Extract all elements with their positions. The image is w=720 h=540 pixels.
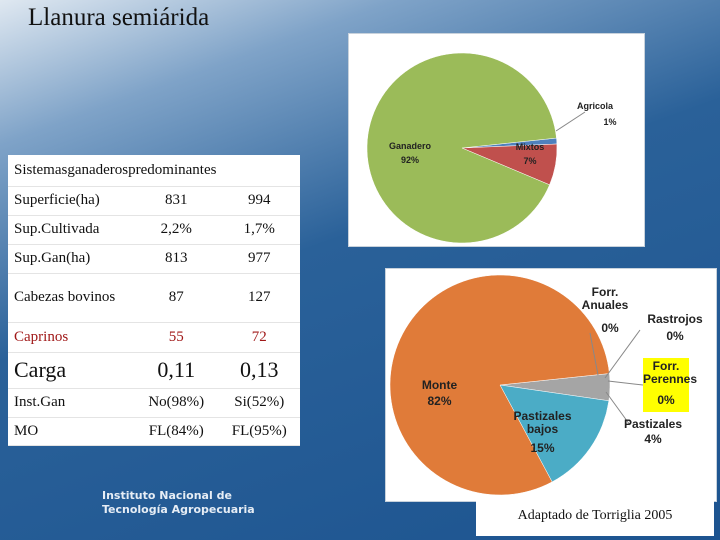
table-cell: Superficie(ha)	[8, 186, 135, 216]
table-cell: 55	[134, 322, 219, 353]
table-row: Superficie(ha) 831 994	[8, 186, 300, 216]
slice-value-label: 1%	[603, 117, 617, 127]
table-row: Carga 0,11 0,13	[8, 352, 300, 389]
table-cell: 72	[218, 322, 300, 353]
slice-value-label: 0%	[601, 321, 619, 335]
slice-label: Monte	[421, 378, 458, 392]
table-row: MO FL(84%) FL(95%)	[8, 417, 300, 446]
table-cell: 994	[218, 186, 300, 216]
table-cell: Carga	[8, 352, 135, 389]
slice-value-label: 7%	[523, 156, 537, 166]
table-cell: Inst.Gan	[8, 388, 135, 418]
slice-value-label: 0%	[657, 393, 675, 407]
table-row: Sup.Cultivada 2,2% 1,7%	[8, 215, 300, 245]
slice-value-label: 82%	[427, 394, 452, 408]
table-cell: Sup.Gan(ha)	[8, 244, 135, 274]
table-row: Sup.Gan(ha) 813 977	[8, 244, 300, 274]
slice-label: Rastrojos	[647, 312, 703, 326]
table-cell: 0,13	[218, 352, 300, 389]
pie-slice	[499, 384, 610, 483]
table-row: Caprinos 55 72	[8, 322, 300, 353]
table-cell: 813	[134, 244, 219, 274]
table-cell: FL(84%)	[134, 417, 219, 446]
table-cell: 0,11	[134, 352, 219, 389]
table-cell: Sup.Cultivada	[8, 215, 135, 245]
slice-value-label: 0%	[666, 329, 684, 343]
table-cell: 2,2%	[134, 215, 219, 245]
pie-slice	[389, 274, 610, 496]
table-cell: Si(52%)	[218, 388, 300, 418]
slice-label: Pastizales	[623, 417, 683, 431]
slide-title: Llanura semiárida	[28, 4, 210, 31]
slice-label: Mixtos	[515, 142, 545, 152]
table-cell: Cabezas bovinos	[8, 273, 135, 323]
leader-lines	[555, 111, 644, 426]
table-cell: 1,7%	[218, 215, 300, 245]
table-row: Inst.Gan No(98%) Si(52%)	[8, 388, 300, 418]
logo-text: Tecnología Agropecuaria	[102, 503, 255, 516]
slice-label: Ganadero	[388, 141, 431, 151]
table-header-row: Sistemasganaderospredominantes	[8, 155, 300, 187]
table-cell: 977	[218, 244, 300, 274]
source-note: Adaptado de Torriglia 2005	[476, 500, 714, 536]
logo-text: Instituto Nacional de	[102, 489, 232, 502]
table-header: Sistemasganaderospredominantes	[8, 155, 300, 187]
table-cell: 127	[218, 273, 300, 323]
slice-label: Forr. Anuales	[581, 285, 629, 313]
table-cell: No(98%)	[134, 388, 219, 418]
slice-value-label: 4%	[644, 432, 662, 446]
pie-slice	[366, 52, 557, 244]
table-cell: 87	[134, 273, 219, 323]
table-cell: MO	[8, 417, 135, 446]
slice-label: Agricola	[576, 101, 613, 111]
table-row: Cabezas bovinos 87 127	[8, 273, 300, 323]
slice-value-label: 15%	[530, 441, 555, 455]
highlight-box	[643, 358, 689, 412]
slice-label: Forr. Perennes	[643, 359, 698, 387]
slice-label: Pastizales bajos	[513, 409, 572, 437]
table-cell: Caprinos	[8, 322, 135, 353]
table-cell: 831	[134, 186, 219, 216]
table: Sistemasganaderospredominantes Superficie…	[8, 155, 300, 446]
slice-value-label: 92%	[400, 155, 419, 165]
table-cell: FL(95%)	[218, 417, 300, 446]
